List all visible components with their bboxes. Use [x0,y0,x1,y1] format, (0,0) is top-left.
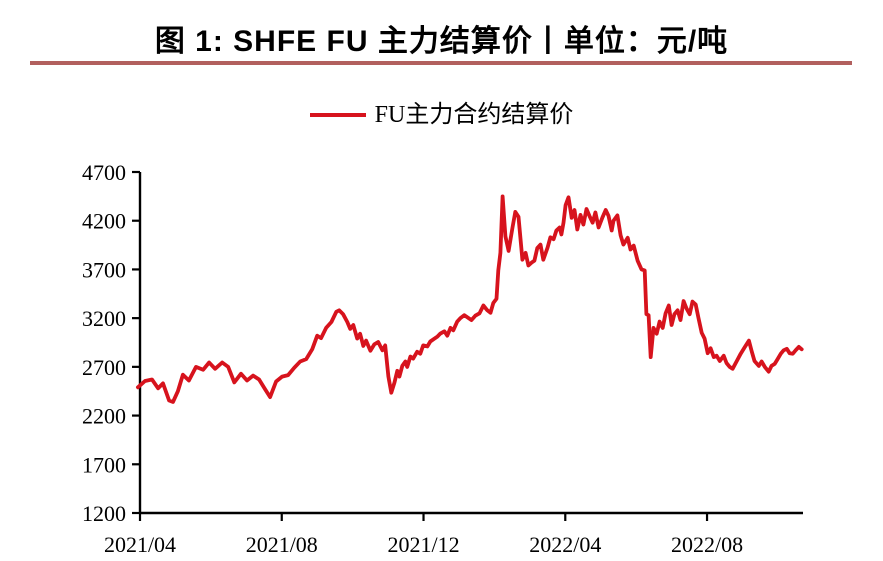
legend: FU主力合约结算价 [0,100,883,130]
y-axis-tick-label: 1200 [82,501,126,526]
legend-label: FU主力合约结算价 [374,102,574,128]
y-axis-tick-label: 1700 [82,452,126,477]
x-axis-tick-label: 2021/12 [387,532,459,557]
y-axis-tick-label: 2700 [82,355,126,380]
legend-line-swatch [309,113,366,117]
x-axis-tick-label: 2022/04 [529,532,601,557]
figure-title: 图 1: SHFE FU 主力结算价丨单位：元/吨 [154,25,729,58]
y-axis-tick-label: 3700 [82,257,126,282]
y-axis-tick-label: 4200 [82,209,126,234]
price-line [135,194,804,404]
title-underline-rule [30,61,852,65]
y-axis-tick-label: 3200 [82,306,126,331]
x-axis-tick-label: 2021/08 [246,532,318,557]
x-axis-tick-label: 2022/08 [671,532,743,557]
y-axis-tick-label: 4700 [82,160,126,185]
x-axis-tick-label: 2021/04 [104,532,176,557]
y-axis-tick-label: 2200 [82,404,126,429]
